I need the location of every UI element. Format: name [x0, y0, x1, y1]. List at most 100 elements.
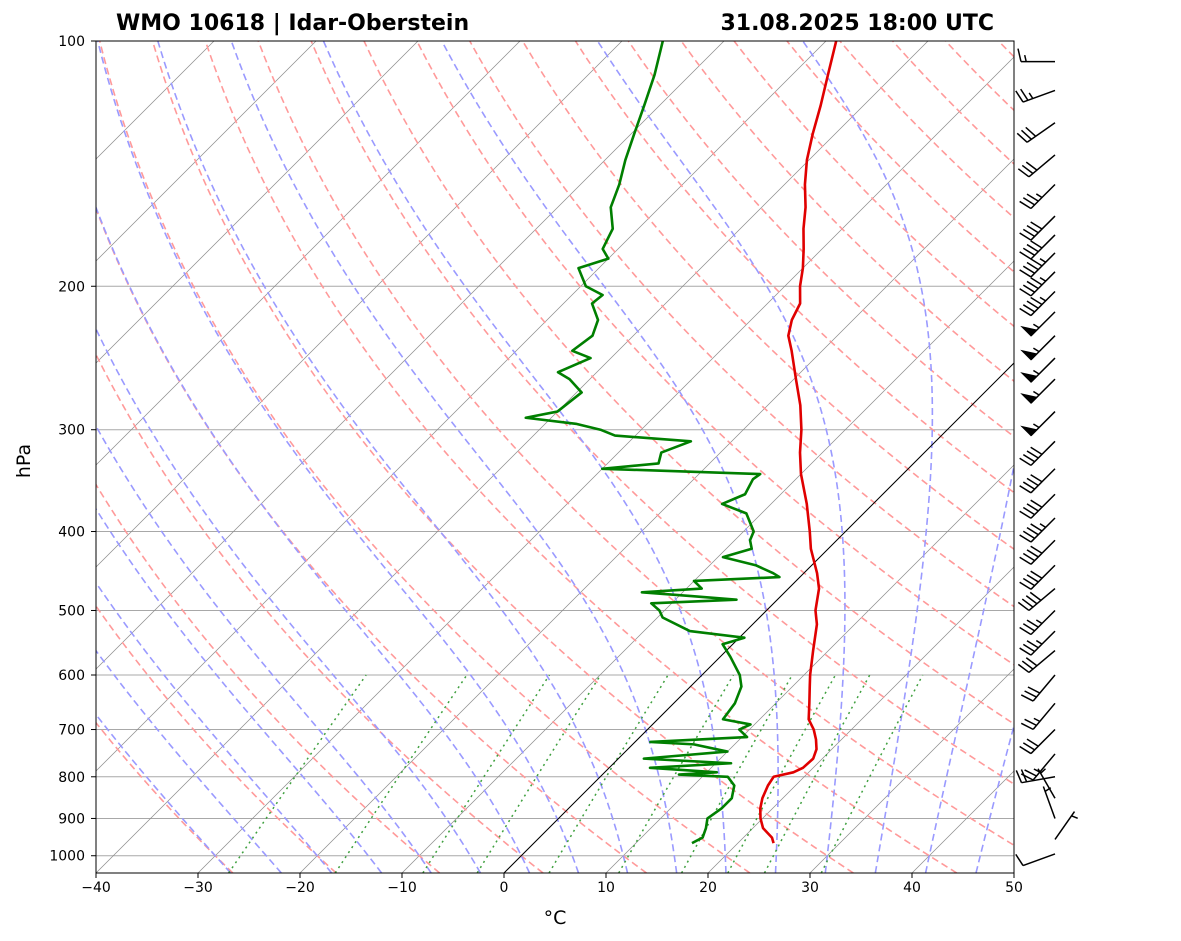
barb-full	[1026, 503, 1039, 512]
x-tick-label: −10	[387, 880, 417, 896]
barb-shaft	[1021, 776, 1056, 784]
barb-full	[1019, 269, 1032, 278]
dry-adiabat-line	[469, 41, 1014, 608]
barb-full	[1030, 240, 1043, 249]
barb-half	[1039, 276, 1047, 282]
barb-full	[1019, 510, 1032, 519]
barb-full	[1026, 193, 1039, 202]
isotherm-line	[503, 362, 1014, 873]
barb-full	[1026, 619, 1039, 628]
barb-full	[1019, 307, 1032, 317]
wind-barbs	[1015, 48, 1078, 867]
barb-full	[1019, 457, 1032, 467]
barb-full	[1022, 577, 1036, 587]
dry-adiabat-line	[96, 352, 544, 873]
barb-shaft	[1030, 630, 1056, 656]
x-tick-label: 0	[500, 880, 509, 896]
barb-full	[1026, 526, 1039, 536]
moist-adiabat-line	[96, 327, 482, 873]
barb-full	[1020, 722, 1034, 731]
wind-barb	[1020, 674, 1056, 702]
barb-shaft	[1030, 517, 1056, 543]
barb-full	[1022, 742, 1036, 751]
barb-full	[1026, 477, 1039, 487]
barb-full	[1030, 523, 1043, 532]
wind-barb	[1016, 122, 1056, 143]
wind-barb	[1019, 539, 1056, 565]
barb-full	[1025, 161, 1038, 171]
plot-frame	[95, 40, 1015, 874]
y-tick-label: 600	[58, 668, 85, 684]
barb-full	[1015, 90, 1024, 103]
isotherm-line	[299, 158, 1014, 873]
wind-barb	[1019, 234, 1056, 260]
barb-shaft	[1037, 768, 1056, 799]
dry-adiabat-line	[416, 41, 1014, 666]
moist-adiabat-line	[924, 461, 1014, 873]
barb-full	[1019, 485, 1032, 494]
moist-adiabat-line	[96, 41, 580, 873]
x-tick-label: 50	[1005, 880, 1023, 896]
isotherm-line	[707, 566, 1014, 873]
barb-full	[1030, 474, 1043, 483]
barb-full	[1021, 660, 1034, 670]
y-axis: 100 200 300 400 500 600 700 800 900 1000	[49, 34, 96, 865]
moist-adiabat-line	[96, 713, 232, 873]
barb-half	[1023, 54, 1027, 62]
profiles	[524, 41, 838, 845]
y-tick-label: 300	[58, 423, 85, 439]
barb-shaft	[1030, 271, 1056, 297]
mixing-ratio-line	[422, 674, 551, 873]
barb-full	[1017, 663, 1030, 674]
barb-full	[1025, 657, 1038, 667]
x-tick-label: 10	[597, 880, 615, 896]
barb-full	[1019, 200, 1032, 210]
barb-half	[1032, 369, 1040, 375]
barb-half	[1039, 258, 1047, 263]
wind-barb	[1019, 493, 1056, 519]
wind-barb	[1019, 252, 1056, 278]
barb-full	[1022, 247, 1036, 256]
isotherm-line	[96, 41, 929, 873]
barb-full	[1024, 769, 1037, 777]
x-tick-label: −40	[81, 880, 111, 896]
barb-full	[1030, 296, 1043, 306]
barb-half	[1035, 619, 1043, 625]
barb-half	[1033, 717, 1041, 723]
barb-full	[1017, 48, 1022, 62]
wind-barb	[1020, 335, 1056, 361]
barb-shaft	[1028, 588, 1056, 612]
barb-half	[1033, 768, 1041, 773]
barb-flag	[1020, 325, 1038, 337]
barb-full	[1017, 601, 1030, 612]
barb-shaft	[1030, 215, 1056, 241]
barb-full	[1021, 164, 1034, 175]
barb-shaft	[1030, 493, 1056, 519]
barb-full	[1020, 129, 1032, 140]
wind-barb	[1015, 853, 1056, 867]
wind-barb	[1020, 753, 1056, 781]
dry-adiabat-line	[944, 41, 1014, 112]
barb-full	[1027, 686, 1041, 694]
barb-full	[1026, 243, 1039, 253]
barb-full	[1030, 258, 1043, 267]
moist-adiabat-line	[596, 41, 846, 873]
barb-full	[1030, 221, 1043, 230]
barb-full	[1030, 277, 1043, 286]
x-tick-label: 40	[903, 880, 921, 896]
wind-barb	[1020, 411, 1056, 437]
barb-full	[1019, 288, 1032, 297]
barb-full	[1022, 623, 1036, 632]
isotherm-line	[197, 56, 1014, 873]
barb-full	[1026, 738, 1039, 747]
barb-full	[1030, 446, 1043, 455]
barb-full	[1022, 265, 1036, 274]
barb-full	[1022, 284, 1036, 293]
barb-half	[1035, 639, 1043, 645]
dewpoint-profile-line	[524, 41, 781, 845]
wind-barb	[1020, 357, 1056, 383]
barb-shaft	[1022, 853, 1056, 867]
x-axis: −40 −30 −20 −10 0 10 20 30 40 50	[81, 873, 1023, 896]
isotherm-line	[809, 668, 1014, 873]
barb-full	[1019, 626, 1032, 636]
